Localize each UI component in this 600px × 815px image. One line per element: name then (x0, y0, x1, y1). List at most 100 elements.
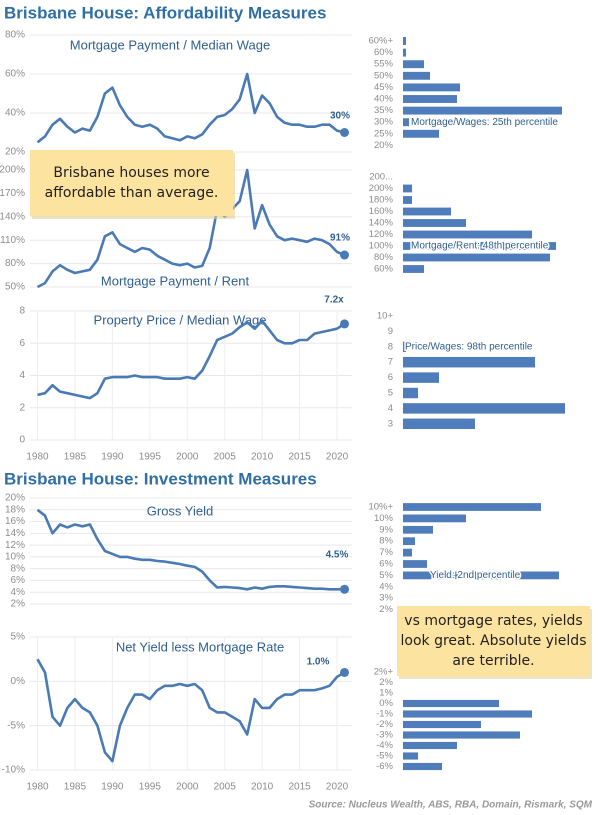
y-tick-label: 8 (19, 306, 25, 317)
section-heading: Brisbane House: Investment Measures (4, 469, 317, 488)
category-label: 5% (379, 570, 393, 581)
line (36, 72, 345, 144)
category-label: 30% (374, 117, 394, 128)
bar (403, 118, 409, 127)
category-label: 8 (388, 341, 393, 352)
y-tick-label: 140% (0, 211, 25, 222)
bar (403, 196, 412, 204)
y-tick-label: 200% (0, 165, 25, 176)
line (37, 319, 346, 400)
category-label: 0% (379, 698, 393, 709)
section-heading: Brisbane House: Affordability Measures (4, 3, 326, 22)
y-tick-label: 0% (11, 676, 26, 687)
y-tick-label: 12% (5, 540, 25, 551)
y-tick-label: 20% (5, 147, 25, 158)
x-tick-label: 2020 (326, 452, 349, 463)
bar (403, 83, 460, 92)
bar (403, 418, 475, 430)
y-tick-label: 8% (11, 563, 26, 574)
y-tick-label: 2 (19, 402, 25, 413)
end-label: 4.5% (326, 550, 349, 561)
bar (403, 560, 427, 568)
y-tick-label: 5% (11, 632, 26, 643)
category-label: 7% (379, 547, 393, 558)
chart-title: Net Yield less Mortgage Rate (116, 639, 284, 654)
category-label: 10% (374, 513, 394, 524)
x-tick-label: 1980 (26, 782, 49, 793)
x-tick-label: 2015 (288, 452, 311, 463)
category-label: 40% (374, 94, 394, 105)
bar (403, 106, 562, 115)
y-tick-label: 4% (11, 587, 26, 598)
bar (403, 356, 535, 368)
x-tick-label: 1990 (101, 452, 124, 463)
x-tick-label: 2015 (288, 782, 311, 793)
x-tick-label: 1995 (139, 782, 162, 793)
x-tick-label: 2010 (251, 782, 274, 793)
bar (403, 184, 412, 193)
category-label: 5 (388, 388, 393, 399)
end-point (340, 584, 350, 594)
category-label: 4 (388, 403, 393, 414)
category-label: 7 (388, 357, 393, 368)
y-tick-label: -10% (2, 765, 25, 776)
end-label: 7.2x (324, 295, 344, 306)
y-tick-label: 20% (5, 493, 25, 504)
line (36, 508, 345, 591)
bar (403, 48, 406, 57)
category-label: 2%+ (374, 667, 394, 678)
annotation: Price/Wages: 98th percentile (405, 341, 533, 352)
y-tick-label: 6% (11, 575, 26, 586)
bar (403, 741, 457, 750)
bar (403, 731, 520, 739)
y-tick-label: 80% (5, 258, 25, 269)
annotation: Mortgage/Rent: 48th percentile (411, 241, 549, 252)
y-tick-label: 6 (19, 338, 25, 349)
category-label: 140% (369, 218, 394, 229)
category-label: 35% (374, 105, 394, 116)
bar (403, 129, 439, 138)
x-tick-label: 2000 (176, 782, 199, 793)
category-label: 200% (369, 183, 394, 194)
note-text: affordable than average. (45, 185, 219, 201)
category-label: 50% (374, 70, 394, 81)
category-label: 2% (379, 677, 393, 688)
bar (403, 219, 466, 227)
category-label: 3 (388, 418, 393, 429)
category-label: -2% (376, 719, 393, 730)
bar (403, 71, 430, 80)
bar (403, 341, 406, 353)
line (36, 168, 345, 289)
x-tick-label: 1990 (101, 782, 124, 793)
category-label: 2% (379, 604, 393, 615)
x-tick-label: 1980 (26, 452, 49, 463)
bar (403, 253, 550, 262)
y-tick-label: 40% (5, 108, 25, 119)
note-text: are terrible. (452, 653, 534, 669)
end-point (340, 128, 350, 137)
category-label: 60%+ (368, 36, 393, 47)
bar (403, 537, 415, 546)
y-tick-label: 50% (5, 282, 25, 293)
bar (403, 762, 442, 771)
end-label: 30% (330, 111, 350, 122)
x-tick-label: 2000 (176, 452, 199, 463)
y-tick-label: 10% (5, 552, 25, 563)
category-label: 100% (369, 241, 394, 252)
category-label: 4% (379, 581, 393, 592)
bar (403, 503, 541, 511)
y-tick-label: 2% (11, 599, 26, 610)
category-label: 160% (369, 206, 394, 217)
category-label: 8% (379, 536, 393, 547)
bar (403, 242, 556, 250)
end-label: 91% (330, 233, 350, 244)
bar (403, 514, 466, 523)
end-label: 1.0% (307, 657, 330, 668)
bar (403, 720, 481, 729)
y-tick-label: 16% (5, 516, 25, 527)
x-tick-label: 2020 (326, 782, 349, 793)
bar (403, 387, 418, 399)
bar (403, 230, 532, 239)
bar (403, 37, 406, 45)
